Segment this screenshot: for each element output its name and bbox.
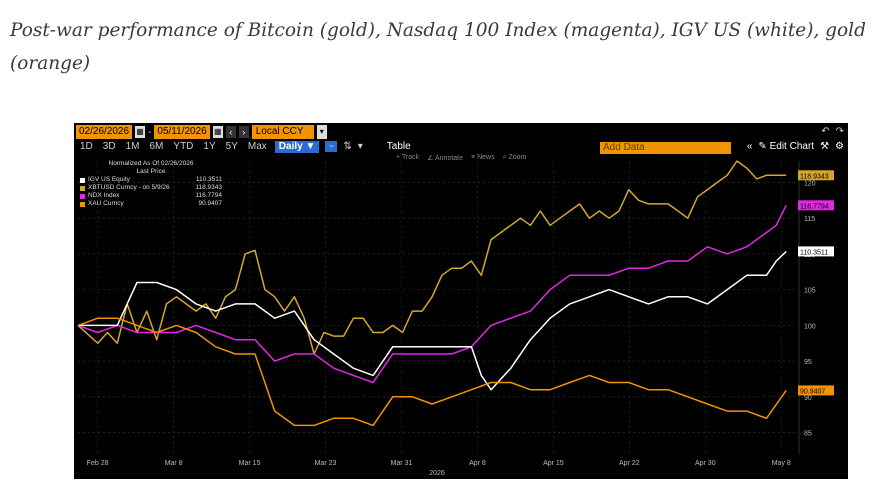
collapse-icon[interactable]: « bbox=[746, 141, 753, 152]
table-button[interactable]: Table bbox=[386, 141, 411, 152]
calendar-icon[interactable]: ▦ bbox=[135, 126, 146, 138]
news-tool[interactable]: ≡ News bbox=[471, 154, 495, 161]
legend-swatch bbox=[80, 177, 85, 183]
x-tick-label: Apr 22 bbox=[619, 460, 640, 467]
edit-chart-button[interactable]: ✎ Edit Chart bbox=[758, 141, 815, 152]
bloomberg-chart-panel: 02/26/2026 ▦ - 05/11/2026 ▦ ‹ › Local CC… bbox=[74, 123, 848, 479]
series-line bbox=[78, 250, 787, 391]
legend-item-value: 90.9407 bbox=[198, 200, 223, 207]
track-label: Track bbox=[401, 154, 420, 161]
last-value-tag bbox=[798, 385, 834, 396]
x-tick-label: May 8 bbox=[772, 460, 791, 467]
add-data-input[interactable]: Add Data bbox=[600, 142, 731, 154]
line-chart-icon[interactable]: ~ bbox=[325, 141, 338, 152]
track-tool[interactable]: + Track bbox=[396, 154, 420, 161]
start-date-input[interactable]: 02/26/2026 bbox=[76, 125, 133, 139]
legend-item-value: 118.9343 bbox=[195, 184, 222, 191]
x-tick-label: Mar 15 bbox=[239, 460, 261, 467]
legend-item-name: XBTUSD Curncy - on 5/9/26 bbox=[88, 184, 170, 191]
x-tick-label: Mar 23 bbox=[315, 460, 337, 467]
x-tick-label: Apr 8 bbox=[469, 460, 486, 467]
bar-chart-icon[interactable]: ⇅ bbox=[343, 141, 352, 152]
legend-item: IGV US Equity 110.3511 bbox=[80, 176, 222, 184]
last-value-label: 90.9407 bbox=[800, 388, 825, 395]
chart-legend: Normalized As Of 02/26/2026 Last Price I… bbox=[80, 160, 222, 208]
zoom-label: Zoom bbox=[508, 154, 527, 161]
chart-caption: Post-war performance of Bitcoin (gold), … bbox=[10, 20, 866, 74]
x-tick-label: Apr 30 bbox=[695, 460, 716, 467]
annotate-tool[interactable]: ∠ Annotate bbox=[427, 155, 464, 162]
series-line bbox=[77, 317, 787, 427]
last-value-label: 116.7794 bbox=[800, 203, 829, 210]
annotate-label: Annotate bbox=[435, 155, 464, 162]
tools-icon[interactable]: ⚒ bbox=[820, 141, 830, 152]
calendar-icon[interactable]: ▦ bbox=[212, 126, 223, 138]
legend-item: XBTUSD Curncy - on 5/9/26 118.9343 bbox=[80, 184, 222, 192]
legend-item-name: IGV US Equity bbox=[88, 176, 130, 183]
y-tick-label: 120 bbox=[804, 180, 816, 187]
legend-item-value: 110.3511 bbox=[195, 176, 222, 183]
y-tick-label: 105 bbox=[804, 288, 816, 295]
range-button[interactable]: YTD bbox=[173, 141, 194, 152]
range-button[interactable]: 3D bbox=[102, 141, 116, 152]
next-arrow-icon[interactable]: › bbox=[238, 126, 249, 138]
range-button[interactable]: 5Y bbox=[225, 141, 238, 152]
legend-item: NDX Index 116.7794 bbox=[80, 192, 222, 200]
x-tick-label: Apr 15 bbox=[543, 460, 564, 467]
legend-item-name: XAU Curncy bbox=[88, 200, 124, 207]
gear-icon[interactable]: ⚙ bbox=[835, 141, 844, 152]
y-tick-label: 95 bbox=[804, 359, 812, 366]
legend-swatch bbox=[80, 201, 85, 207]
date-range-row: 02/26/2026 ▦ - 05/11/2026 ▦ ‹ › Local CC… bbox=[76, 125, 327, 139]
redo-icon[interactable]: ↷ bbox=[835, 126, 844, 137]
last-value-tag bbox=[798, 200, 834, 211]
range-button[interactable]: 1Y bbox=[203, 141, 216, 152]
edit-chart-label: Edit Chart bbox=[769, 141, 815, 152]
series-line bbox=[77, 204, 787, 384]
series-line bbox=[77, 160, 787, 355]
y-tick-label: 85 bbox=[804, 431, 812, 438]
last-value-label: 118.9343 bbox=[800, 173, 829, 180]
x-tick-label: Mar 31 bbox=[391, 460, 413, 467]
range-button[interactable]: 1D bbox=[80, 141, 93, 152]
legend-swatch bbox=[80, 193, 85, 199]
last-value-label: 110.3511 bbox=[800, 249, 828, 256]
prev-arrow-icon[interactable]: ‹ bbox=[225, 126, 236, 138]
last-value-tag bbox=[798, 170, 834, 181]
x-tick-label: Feb 28 bbox=[87, 460, 109, 467]
legend-item: XAU Curncy 90.9407 bbox=[80, 200, 222, 208]
zoom-tool[interactable]: ⌕ Zoom bbox=[502, 154, 527, 161]
range-button[interactable]: 6M bbox=[149, 141, 164, 152]
chart-toolbar: 02/26/2026 ▦ - 05/11/2026 ▦ ‹ › Local CC… bbox=[74, 123, 848, 162]
right-controls: « ✎ Edit Chart ⚒ ⚙ bbox=[747, 141, 844, 152]
x-year-label: 2026 bbox=[429, 470, 445, 477]
y-tick-label: 100 bbox=[804, 323, 816, 330]
y-tick-label: 115 bbox=[804, 216, 815, 223]
range-button[interactable]: 1M bbox=[125, 141, 140, 152]
last-value-tag bbox=[798, 246, 834, 257]
y-tick-label: 90 bbox=[804, 395, 812, 402]
legend-swatch bbox=[80, 185, 85, 191]
date-separator: - bbox=[148, 126, 152, 138]
news-label: News bbox=[477, 154, 495, 161]
x-tick-label: Mar 8 bbox=[165, 460, 183, 467]
undo-icon[interactable]: ↶ bbox=[821, 126, 830, 137]
chevron-down-icon[interactable]: ▾ bbox=[316, 125, 327, 139]
currency-select[interactable]: Local CCY bbox=[251, 125, 314, 139]
frequency-label: Daily bbox=[278, 140, 303, 152]
end-date-input[interactable]: 05/11/2026 bbox=[154, 125, 210, 139]
legend-subheader: Last Price bbox=[136, 168, 166, 175]
legend-header: Normalized As Of 02/26/2026 bbox=[108, 160, 194, 167]
range-row: 1D 3D 1M 6M YTD 1Y 5Y Max Daily ▼ ~ ⇅ ▾ … bbox=[78, 140, 411, 153]
annotation-tools: + Track ∠ Annotate ≡ News ⌕ Zoom bbox=[396, 154, 526, 162]
range-button[interactable]: Max bbox=[247, 141, 267, 152]
window-controls: ↶ ↷ bbox=[821, 126, 844, 137]
dropdown-arrow-icon[interactable]: ▾ bbox=[357, 141, 363, 152]
legend-item-value: 116.7794 bbox=[195, 192, 222, 199]
legend-item-name: NDX Index bbox=[88, 192, 120, 199]
frequency-select[interactable]: Daily ▼ bbox=[274, 140, 320, 153]
